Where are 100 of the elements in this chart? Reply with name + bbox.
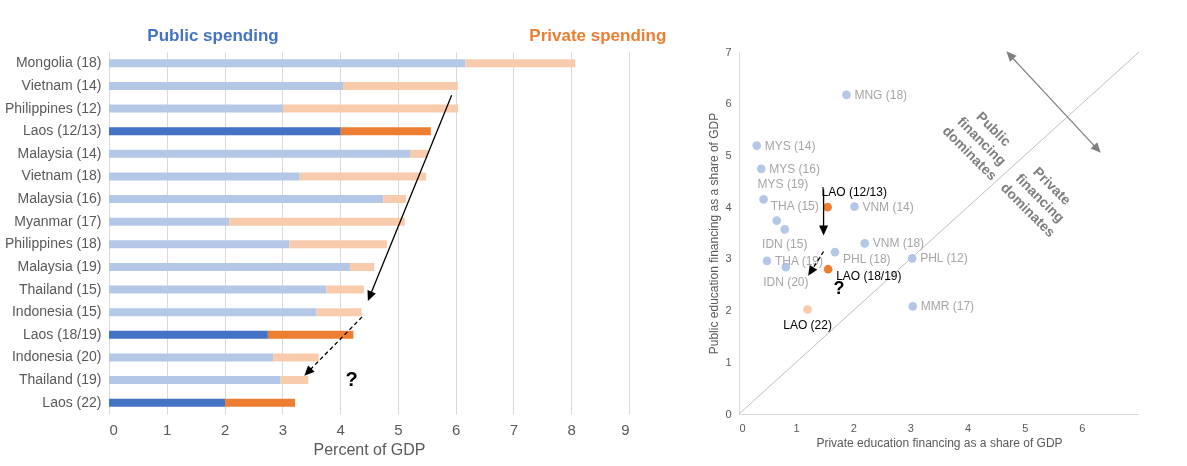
annotation: LAO (22) bbox=[783, 317, 832, 332]
y-tick-label: Indonesia (15) bbox=[11, 303, 102, 320]
point bbox=[772, 216, 782, 225]
bar bbox=[383, 195, 406, 204]
annotation: ? bbox=[345, 368, 358, 391]
annotation: VNM (18) bbox=[872, 236, 925, 251]
bar bbox=[273, 353, 319, 362]
y-tick-label: 4 bbox=[725, 200, 732, 213]
x-axis-title: Percent of GDP bbox=[313, 440, 426, 458]
annotation: IDN (20) bbox=[763, 275, 809, 290]
bar bbox=[109, 330, 268, 339]
y-tick-label: Malaysia (19) bbox=[17, 257, 102, 274]
y-tick-label: 6 bbox=[725, 97, 732, 110]
y-tick-label: Laos (22) bbox=[42, 393, 102, 410]
bar bbox=[109, 59, 466, 68]
series-label: Public spending bbox=[147, 26, 279, 45]
point bbox=[780, 225, 790, 234]
x-tick-label: 1 bbox=[793, 421, 800, 434]
y-tick-label: Indonesia (20) bbox=[11, 348, 102, 365]
x-tick-label: 0 bbox=[109, 420, 118, 438]
annotation: VNM (14) bbox=[862, 199, 914, 214]
bar bbox=[289, 240, 387, 249]
bar bbox=[109, 149, 411, 158]
y-tick-label: Laos (18/19) bbox=[22, 325, 102, 342]
point bbox=[830, 247, 840, 257]
point bbox=[907, 254, 917, 263]
bar bbox=[282, 104, 458, 113]
x-tick-label: 0 bbox=[739, 421, 746, 434]
y-tick-label: Thailand (15) bbox=[19, 280, 102, 297]
bar bbox=[316, 308, 362, 317]
point bbox=[860, 239, 870, 248]
annotation: THA (19) bbox=[775, 253, 824, 268]
x-tick-label: 3 bbox=[907, 421, 914, 434]
point bbox=[823, 264, 833, 274]
annotation: PHL (12) bbox=[920, 251, 968, 266]
x-tick-label: 6 bbox=[451, 420, 461, 438]
bar bbox=[109, 104, 283, 113]
bar bbox=[340, 127, 431, 136]
bar bbox=[280, 376, 309, 385]
point bbox=[842, 90, 851, 100]
point bbox=[823, 202, 832, 212]
bar bbox=[299, 172, 427, 181]
y-tick-label: Vietnam (18) bbox=[21, 167, 102, 184]
annotation: MMR (17) bbox=[920, 299, 975, 314]
bar bbox=[109, 353, 274, 362]
y-tick-label: 5 bbox=[725, 148, 732, 161]
x-tick-label: 1 bbox=[163, 420, 172, 438]
bar bbox=[109, 376, 281, 385]
y-tick-label: Mongolia (18) bbox=[15, 54, 102, 71]
bar bbox=[109, 398, 226, 407]
bar bbox=[109, 172, 300, 181]
bar bbox=[109, 262, 350, 271]
annotation: MYS (16) bbox=[769, 161, 820, 176]
bar bbox=[229, 217, 405, 226]
bar bbox=[349, 262, 375, 271]
y-axis-title: Public education financing as a share of GDP bbox=[707, 112, 722, 355]
y-tick-label: Thailand (19) bbox=[19, 371, 102, 388]
point bbox=[762, 256, 772, 266]
bar bbox=[109, 195, 384, 204]
x-tick-label: 9 bbox=[621, 420, 630, 438]
bar bbox=[410, 149, 428, 158]
bar bbox=[343, 81, 458, 90]
point bbox=[752, 141, 762, 150]
point bbox=[759, 195, 768, 204]
y-tick-label: Philippines (12) bbox=[5, 99, 102, 116]
y-tick-label: 7 bbox=[725, 45, 732, 58]
x-tick-label: 7 bbox=[509, 420, 519, 438]
y-tick-label: 2 bbox=[725, 304, 732, 317]
x-tick-label: 2 bbox=[220, 420, 230, 438]
x-axis-title: Private education financing as a share of GDP bbox=[816, 435, 1063, 450]
point bbox=[908, 302, 918, 311]
annotation: IDN (15) bbox=[762, 237, 808, 252]
y-tick-label: Philippines (18) bbox=[5, 235, 102, 252]
bar bbox=[267, 330, 354, 339]
y-tick-label: 3 bbox=[725, 252, 732, 265]
bar bbox=[109, 217, 230, 226]
point bbox=[803, 305, 812, 314]
point bbox=[756, 164, 766, 174]
bar bbox=[109, 285, 327, 294]
x-tick-label: 3 bbox=[278, 420, 288, 438]
x-tick-label: 5 bbox=[394, 420, 403, 438]
series-label: Private spending bbox=[529, 26, 667, 45]
y-tick-label: Vietnam (14) bbox=[21, 76, 102, 93]
x-tick-label: 4 bbox=[336, 420, 345, 438]
x-tick-label: 5 bbox=[1022, 421, 1029, 434]
x-tick-label: 6 bbox=[1079, 421, 1086, 434]
point bbox=[850, 202, 859, 211]
x-tick-label: 4 bbox=[965, 421, 972, 434]
x-tick-label: 8 bbox=[567, 420, 576, 438]
annotation: MYS (19) bbox=[757, 177, 809, 192]
annotation: PHL (18) bbox=[843, 252, 891, 267]
annotation: THA (15) bbox=[770, 198, 819, 213]
y-tick-label: Malaysia (16) bbox=[17, 190, 102, 207]
y-tick-label: Myanmar (17) bbox=[14, 212, 102, 229]
y-tick-label: Laos (12/13) bbox=[22, 122, 102, 139]
x-tick-label: 2 bbox=[850, 421, 857, 434]
y-tick-label: 1 bbox=[725, 355, 732, 368]
bar bbox=[109, 127, 341, 136]
bar bbox=[225, 398, 296, 407]
annotation: MYS (14) bbox=[764, 138, 816, 153]
